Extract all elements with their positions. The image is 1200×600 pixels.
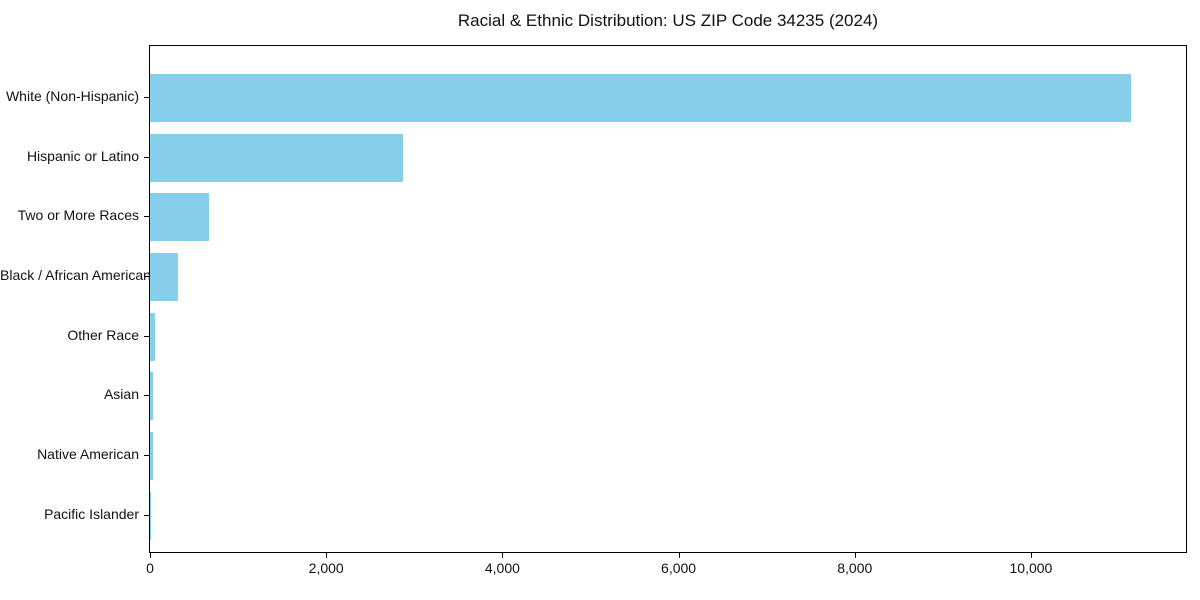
bar (150, 193, 210, 242)
x-tick-label: 4,000 (484, 560, 520, 576)
x-tick-label: 8,000 (837, 560, 873, 576)
x-tick-mark (1030, 553, 1032, 558)
y-tick-mark (144, 335, 149, 337)
x-tick-mark (150, 553, 151, 558)
y-tick-mark (144, 97, 149, 98)
bar (150, 312, 155, 361)
plot-area (149, 45, 1187, 553)
x-tick-mark (854, 553, 856, 558)
y-tick-label: Asian (103, 386, 139, 403)
x-tick-label: 2,000 (308, 560, 344, 576)
y-tick-label: Black / African American (0, 266, 151, 283)
y-tick-label: Two or More Races (17, 207, 139, 224)
y-tick-mark (144, 216, 149, 218)
x-tick-mark (326, 553, 328, 558)
y-tick-label: Hispanic or Latino (26, 147, 139, 164)
y-tick-label: White (Non-Hispanic) (5, 88, 139, 104)
bar (150, 372, 153, 421)
y-tick-mark (144, 395, 149, 397)
bar (150, 431, 153, 480)
bar (150, 252, 178, 301)
x-tick-label: 10,000 (1009, 560, 1053, 576)
y-tick-mark (144, 156, 149, 158)
bar (150, 133, 403, 182)
y-tick-mark (144, 454, 149, 456)
chart-title: Racial & Ethnic Distribution: US ZIP Cod… (457, 11, 879, 30)
bar (150, 74, 1132, 122)
x-tick-mark (502, 553, 504, 558)
y-tick-label: Other Race (67, 326, 139, 343)
x-tick-label: 6,000 (661, 560, 697, 576)
x-tick-label: 0 (146, 560, 154, 576)
y-tick-mark (144, 514, 149, 516)
y-tick-label: Pacific Islander (44, 505, 139, 522)
y-tick-label: Native American (37, 445, 139, 462)
x-tick-mark (678, 553, 680, 558)
y-tick-mark (144, 275, 149, 277)
